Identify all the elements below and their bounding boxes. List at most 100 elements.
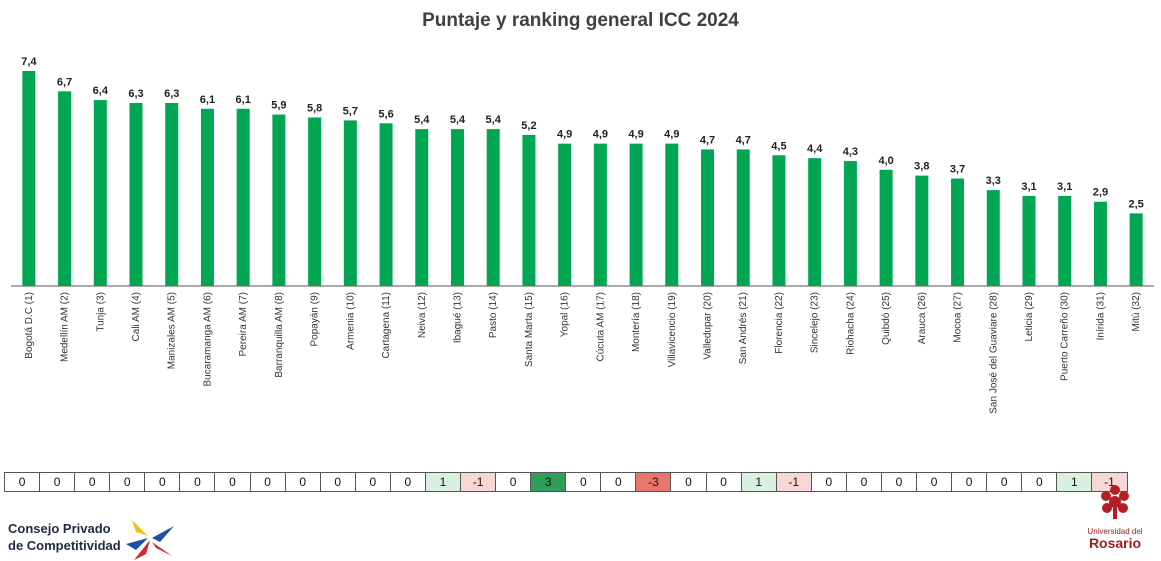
data-label: 7,4 [21,56,37,68]
bar [951,178,965,286]
bar [308,117,322,287]
data-label: 4,7 [700,134,715,146]
data-label: 4,4 [807,143,823,155]
bar [236,108,250,287]
bar [1022,195,1036,286]
bar [986,190,1000,286]
ranking-change-cell: 1 [1057,473,1093,491]
rosario-logo: Universidad del Rosario [1080,482,1150,560]
cpc-logo-line2: de Competitividad [8,538,121,553]
bar [665,143,679,286]
data-label: 6,3 [128,88,143,100]
rosario-logo-line2: Rosario [1088,535,1142,551]
data-label: 4,0 [878,155,893,167]
ranking-change-cell: 0 [601,473,637,491]
data-label: 3,7 [950,164,965,176]
bar [736,149,750,286]
x-tick-label: Pereira AM (7) [238,292,249,356]
data-label: 3,8 [914,161,929,173]
data-label: 5,9 [271,100,286,112]
bar [200,108,214,287]
bar [93,100,107,286]
bar [58,91,72,286]
x-tick-label: Tunja (3) [95,292,106,332]
x-tick-label: Leticia (29) [1024,292,1035,341]
x-tick-label: Mitú (32) [1131,292,1142,331]
x-tick-label: Ibagué (13) [452,292,463,343]
bar [379,123,393,286]
data-label: 5,7 [343,105,358,117]
rosario-crest-icon [1101,485,1129,519]
data-label: 5,2 [521,120,536,132]
ranking-change-cell: 1 [741,473,777,491]
bar [272,114,286,286]
bar [22,71,36,286]
ranking-change-cell: 3 [531,473,567,491]
ranking-change-cell: 0 [251,473,286,491]
bar [808,158,822,286]
chart-title: Puntaje y ranking general ICC 2024 [422,10,739,31]
x-tick-label: Armenia (10) [345,292,356,350]
ranking-change-cell: -1 [1092,473,1128,491]
cpc-logo-text: Consejo Privado de Competitividad [8,520,121,554]
x-tick-label: Arauca (26) [917,292,928,344]
x-tick-label: Cali AM (4) [131,292,142,341]
ranking-change-cell: 0 [882,473,918,491]
data-label: 4,9 [628,129,643,141]
ranking-change-cell: 0 [391,473,426,491]
ranking-change-cell: -3 [636,473,672,491]
ranking-change-cell: 0 [356,473,391,491]
bar [415,129,429,286]
ranking-change-cell: 0 [671,473,707,491]
data-label: 4,9 [664,129,679,141]
data-label: 3,1 [1021,181,1036,193]
bar [558,143,572,286]
bar [522,134,536,286]
bar [701,149,715,286]
x-tick-label: Yopal (16) [560,292,571,337]
cpc-logo: Consejo Privado de Competitividad [8,520,188,560]
data-label: 5,6 [378,108,393,120]
bar [129,102,143,287]
ranking-change-cell: -1 [461,473,497,491]
ranking-change-cell: 0 [1022,473,1058,491]
bar [1058,195,1072,286]
cpc-logo-line1: Consejo Privado [8,521,111,536]
x-tick-label: Pasto (14) [488,292,499,338]
x-tick-label: Barranquilla AM (8) [274,292,285,378]
bar-chart: 7,4 Bogotá D.C (1) 6,7 Medellín AM (2) 6,4 Tu… [11,56,1154,414]
x-tick-label: Sincelejo (23) [810,292,821,353]
data-label: 2,5 [1128,198,1143,210]
x-tick-label: San José del Guaviare (28) [988,292,999,414]
data-label: 5,4 [414,114,430,126]
ranking-change-cell: 0 [566,473,602,491]
x-tick-label: San Andrés (21) [738,292,749,364]
data-label: 6,7 [57,76,72,88]
x-tick-label: Cartagena (11) [381,292,392,359]
bar [165,102,179,287]
data-label: 6,1 [200,94,215,106]
data-label: 5,4 [486,114,502,126]
ranking-change-cell: 1 [425,473,462,491]
bar [486,129,500,286]
ranking-change-cell: -1 [776,473,812,491]
ranking-change-cell: 0 [847,473,882,491]
x-tick-label: Bogotá D.C (1) [24,292,35,359]
x-tick-label: Neiva (12) [417,292,428,338]
ranking-change-cell: 0 [215,473,251,491]
ranking-change-cell: 0 [180,473,216,491]
data-label: 4,5 [771,140,786,152]
x-tick-label: Riohacha (24) [845,292,856,355]
bar [629,143,643,286]
bar [879,169,893,286]
ranking-change-cell: 0 [707,473,742,491]
data-label: 4,7 [736,134,751,146]
x-tick-label: Mocoa (27) [953,292,964,343]
data-label: 6,1 [236,94,251,106]
ranking-change-cell: 0 [5,473,41,491]
ranking-change-cell: 0 [987,473,1023,491]
ranking-change-cell: 0 [321,473,356,491]
x-tick-label: Santa Marta (15) [524,292,535,367]
x-tick-label: Medellín AM (2) [60,292,71,362]
x-tick-label: Inírida (31) [1095,292,1106,340]
